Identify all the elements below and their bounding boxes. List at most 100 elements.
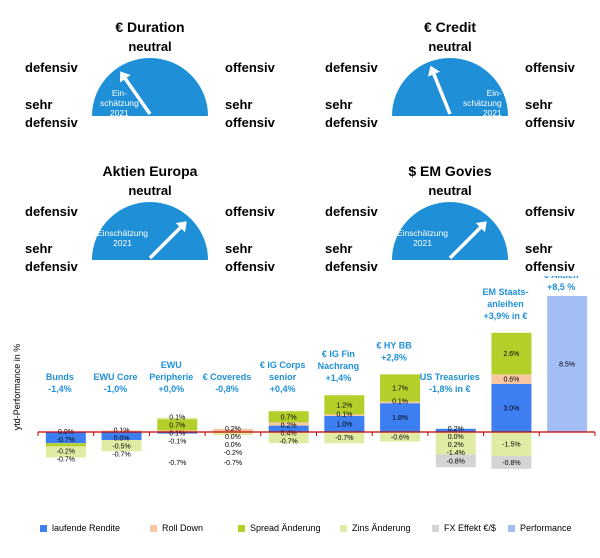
bar-data-label: 0.0% <box>225 434 241 441</box>
bar-segment <box>380 403 421 432</box>
category-label: € HY BB <box>376 340 412 350</box>
bar-segment <box>324 414 365 416</box>
legend-swatch <box>238 524 245 532</box>
gauge-note-line: 2021 <box>413 238 432 248</box>
legend-label: FX Effekt €/$ <box>444 523 496 533</box>
bar-data-label: 3.0% <box>503 406 519 413</box>
bar-data-label: 0.7% <box>281 414 297 421</box>
bar-data-label: 1.7% <box>392 386 408 393</box>
gauge-note-line: schätzung <box>100 98 139 108</box>
gauge-label-defensiv: defensiv <box>325 204 378 219</box>
gauge-label-defensiv: defensiv <box>25 204 78 219</box>
category-label: +0,0% <box>158 384 184 394</box>
gauge-needle <box>148 224 184 260</box>
gauge-label-sehr-offensiv-2: offensiv <box>525 115 575 130</box>
gauge-dial <box>92 202 208 260</box>
bar-data-label: 0.2% <box>448 426 464 433</box>
category-label: +8,5 % <box>547 282 575 292</box>
gauge-note-line: 2021 <box>482 108 502 118</box>
gauge-label-neutral: neutral <box>428 39 472 54</box>
legend-swatch <box>150 524 157 532</box>
bar-segment <box>157 432 198 434</box>
gauge-label-sehr-defensiv-1: sehr <box>25 97 53 112</box>
bar-data-label: 1.0% <box>336 422 352 429</box>
bar-data-label: 1.2% <box>336 402 352 409</box>
gauge-label-defensiv: defensiv <box>25 60 78 75</box>
bar-data-label: -1.5% <box>502 442 520 449</box>
gauge-label-sehr-defensiv-2: defensiv <box>25 259 78 274</box>
gauge-note-line: 2021 <box>109 108 129 118</box>
bar-data-label: 0.2% <box>225 426 241 433</box>
category-label: EWU Core <box>94 372 138 382</box>
bar-segment <box>101 432 142 440</box>
gauge-title: Aktien Europa <box>102 163 198 179</box>
category-label: -0,8% <box>215 384 239 394</box>
bar-segment <box>491 456 532 469</box>
bar-data-label: -0.8% <box>447 458 465 465</box>
gauge-note-line: 2021 <box>113 238 132 248</box>
bar-data-label: 0.7% <box>169 423 185 430</box>
legend-item: laufende Rendite <box>40 523 120 533</box>
gauge-label-sehr-defensiv-1: sehr <box>25 241 53 256</box>
bar-data-label: 0.0% <box>225 442 241 449</box>
gauge-note-line: Ein- <box>486 88 502 98</box>
legend-label: Roll Down <box>162 523 204 533</box>
bar-segment <box>380 432 421 442</box>
bar-data-label: 0.6% <box>503 377 519 384</box>
category-label: anleihen <box>487 299 524 309</box>
gauge-label-sehr-offensiv-1: sehr <box>525 97 553 112</box>
bar-data-label: -0.2% <box>224 450 242 457</box>
gauge-label-offensiv: offensiv <box>225 204 275 219</box>
bar-segment <box>324 432 365 444</box>
category-label: senior <box>269 372 297 382</box>
bar-segment <box>268 425 309 432</box>
bar-data-label: -0.7% <box>168 460 186 467</box>
gauge-semicircle <box>392 58 508 116</box>
bar-data-label: 2.6% <box>503 351 519 358</box>
legend-item: FX Effekt €/$ <box>432 523 496 533</box>
bar-segment <box>45 446 86 458</box>
gauge-label-sehr-defensiv-2: defensiv <box>25 115 78 130</box>
category-label: +2,8% <box>381 352 407 362</box>
gauge-title: € Credit <box>423 19 477 35</box>
gauge-note-line: Einschätzung <box>97 228 149 238</box>
gauge-semicircle <box>92 202 208 260</box>
legend-label: laufende Rendite <box>52 523 121 533</box>
gauge-label-sehr-defensiv-1: sehr <box>325 241 353 256</box>
gauge-label-neutral: neutral <box>428 183 472 198</box>
gauge-needle-arrowhead <box>175 221 187 233</box>
gauge-needle-arrowhead <box>475 221 487 233</box>
bar-data-label: 0.1% <box>336 411 352 418</box>
bar-data-label: -0.6% <box>391 434 409 441</box>
gauge-note: Einschätzung 2021 <box>97 228 148 248</box>
bar-data-label: 0.1% <box>169 415 185 422</box>
bar-segment <box>212 432 253 436</box>
gauge-duration: € Duration neutral defensiv sehr defensiv off… <box>0 6 300 146</box>
category-label: Peripherie <box>149 372 193 382</box>
category-label: +1,4% <box>325 373 351 383</box>
bar-data-label: 0.2% <box>448 442 464 449</box>
bar-segment <box>491 374 532 384</box>
gauge-dial <box>92 58 208 116</box>
bar-segment <box>212 428 253 432</box>
category-label: -1,4% <box>48 384 72 394</box>
category-label: € IG Fin <box>322 349 355 359</box>
bar-data-label: 0.1% <box>114 427 130 434</box>
legend-item: Zins Änderung <box>340 523 411 533</box>
bar-data-label: 0.1% <box>169 431 185 438</box>
bar-data-label: 0.0% <box>114 435 130 442</box>
category-label: € Aktien <box>544 276 579 280</box>
gauge-note-line: Ein- <box>111 88 127 98</box>
gauge-label-neutral: neutral <box>128 39 172 54</box>
bar-segment <box>435 432 476 455</box>
gauge-note: Ein-schätzung 2021 <box>463 88 502 118</box>
gauge-semicircle <box>392 202 508 260</box>
gauge-needle <box>122 75 152 116</box>
gauge-label-sehr-offensiv-1: sehr <box>225 97 253 112</box>
bar-segment <box>268 432 309 444</box>
gauge-title: $ EM Govies <box>408 163 492 179</box>
gauge-note: Ein-schätzung 2021 <box>100 88 139 118</box>
legend-label: Spread Änderung <box>250 523 321 533</box>
category-label: -1,0% <box>104 384 128 394</box>
legend-swatch <box>508 524 515 532</box>
